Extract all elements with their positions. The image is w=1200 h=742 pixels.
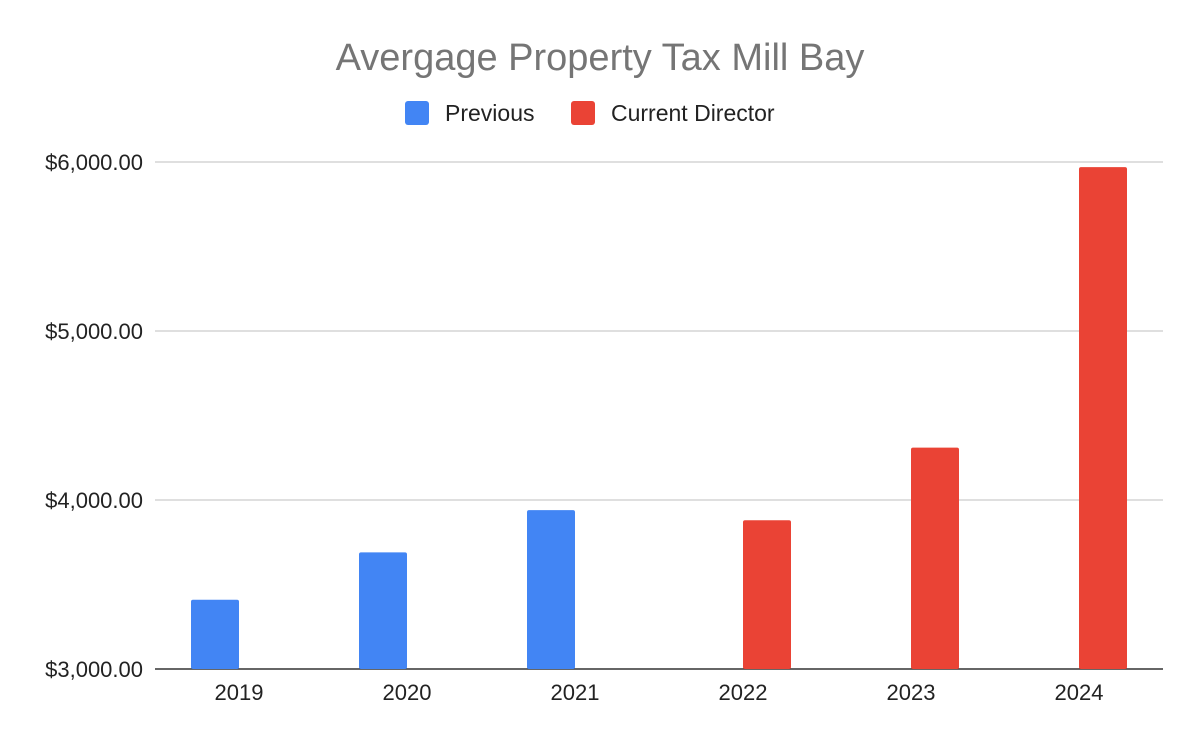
- x-tick-label: 2023: [887, 680, 936, 705]
- bar: [911, 447, 959, 669]
- x-tick-label: 2019: [215, 680, 264, 705]
- x-tick-label: 2024: [1055, 680, 1104, 705]
- x-tick-label: 2021: [551, 680, 600, 705]
- chart-title: Avergage Property Tax Mill Bay: [336, 37, 865, 79]
- bar: [1079, 167, 1127, 669]
- legend-label: Current Director: [611, 100, 775, 126]
- y-tick-label: $3,000.00: [45, 657, 143, 682]
- bar: [359, 552, 407, 669]
- x-tick-label: 2020: [383, 680, 432, 705]
- gridlines: [155, 161, 1163, 670]
- y-tick-label: $5,000.00: [45, 319, 143, 344]
- y-tick-label: $6,000.00: [45, 150, 143, 175]
- x-tick-label: 2022: [719, 680, 768, 705]
- legend-label: Previous: [445, 100, 534, 126]
- legend-swatch: [405, 101, 429, 125]
- legend: Previous Current Director: [405, 100, 775, 126]
- bars: [191, 167, 1127, 669]
- bar: [527, 510, 575, 669]
- bar: [743, 520, 791, 669]
- x-axis: 2019 2020 2021 2022 2023 2024: [215, 680, 1104, 705]
- legend-swatch: [571, 101, 595, 125]
- bar: [191, 599, 239, 669]
- y-axis: $3,000.00 $4,000.00 $5,000.00 $6,000.00: [45, 150, 143, 682]
- y-tick-label: $4,000.00: [45, 488, 143, 513]
